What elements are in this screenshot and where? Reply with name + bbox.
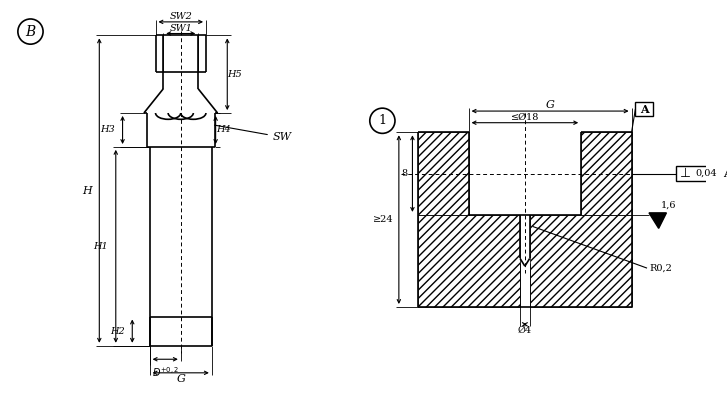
Text: H1: H1 [93,242,108,251]
FancyBboxPatch shape [676,166,727,181]
Text: ≤Ø18: ≤Ø18 [510,113,539,122]
Text: A: A [640,104,648,115]
Text: G: G [546,100,555,110]
Text: $D^{+0,2}$: $D^{+0,2}$ [151,365,179,379]
Text: B: B [25,25,36,39]
Text: H3: H3 [100,126,115,134]
Bar [530,215,632,307]
Bar [418,133,469,215]
Bar [418,215,520,307]
Text: H: H [82,186,92,196]
Text: 1: 1 [378,114,386,127]
Text: SW2: SW2 [169,12,192,20]
Text: 1,6: 1,6 [661,201,676,210]
FancyBboxPatch shape [635,102,653,116]
Text: H4: H4 [216,126,230,134]
Bar [581,133,632,215]
Text: 8: 8 [401,169,408,178]
Text: Ø4: Ø4 [518,326,532,335]
Text: 0,04: 0,04 [695,169,717,178]
Text: SW: SW [214,125,292,142]
Text: ≥24: ≥24 [374,215,394,224]
Text: ⊥: ⊥ [680,167,690,180]
Text: H2: H2 [110,327,124,336]
Text: A: A [723,168,727,179]
Text: R0,2: R0,2 [649,264,672,273]
Text: SW1: SW1 [169,24,192,33]
Text: H5: H5 [228,70,242,79]
Text: G: G [177,374,185,384]
Polygon shape [649,213,667,229]
